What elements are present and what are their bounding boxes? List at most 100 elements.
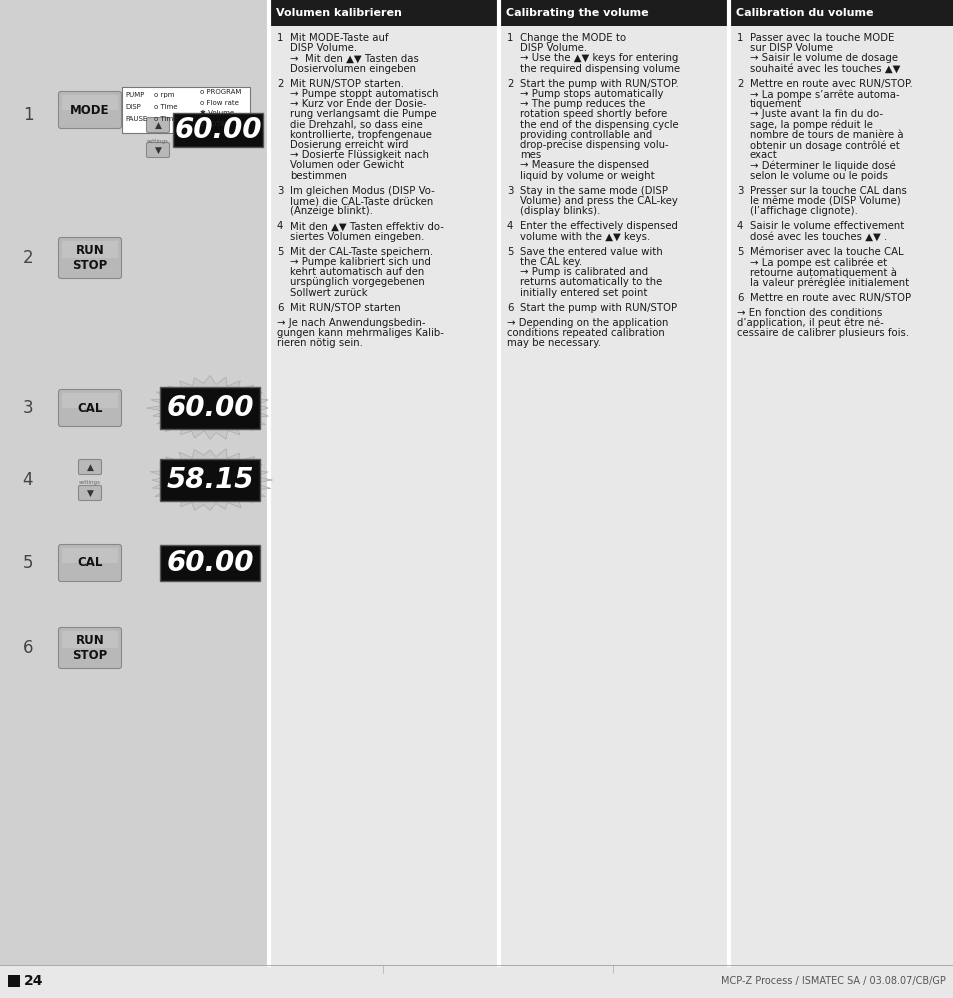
Text: ▲: ▲ [154, 121, 161, 130]
Text: nombre de tours de manière à: nombre de tours de manière à [749, 130, 902, 140]
Text: Mit MODE-Taste auf: Mit MODE-Taste auf [290, 33, 388, 43]
Text: 2: 2 [506, 79, 513, 89]
Text: 3: 3 [737, 186, 742, 196]
Text: mes: mes [519, 151, 540, 161]
Text: retourne automatiquement à: retourne automatiquement à [749, 267, 896, 277]
Text: 2: 2 [276, 79, 283, 89]
Text: rung verlangsamt die Pumpe: rung verlangsamt die Pumpe [290, 110, 436, 120]
Text: rotation speed shortly before: rotation speed shortly before [519, 110, 666, 120]
FancyBboxPatch shape [58, 545, 121, 582]
Text: Start the pump with RUN/STOP: Start the pump with RUN/STOP [519, 302, 677, 312]
Text: DISP Volume.: DISP Volume. [290, 43, 356, 53]
FancyBboxPatch shape [160, 459, 260, 501]
Text: rieren nötig sein.: rieren nötig sein. [276, 338, 362, 348]
Text: MODE: MODE [71, 104, 110, 117]
FancyBboxPatch shape [62, 393, 118, 408]
FancyBboxPatch shape [269, 0, 497, 26]
Text: sage, la pompe réduit le: sage, la pompe réduit le [749, 120, 872, 130]
FancyBboxPatch shape [172, 113, 263, 147]
Text: Mettre en route avec RUN/STOP.: Mettre en route avec RUN/STOP. [749, 79, 912, 89]
Text: 4: 4 [737, 222, 742, 232]
FancyBboxPatch shape [147, 118, 170, 133]
Text: 5: 5 [23, 554, 33, 572]
Text: Mit RUN/STOP starten: Mit RUN/STOP starten [290, 302, 400, 312]
Text: 60.00: 60.00 [174, 116, 261, 144]
Text: o PROGRAM: o PROGRAM [200, 89, 241, 95]
Text: → The pump reduces the: → The pump reduces the [519, 99, 644, 109]
Text: → Pump stops automatically: → Pump stops automatically [519, 89, 662, 99]
Text: o Time: o Time [153, 116, 177, 122]
FancyBboxPatch shape [0, 0, 268, 965]
Text: kontrollierte, tropfengenaue: kontrollierte, tropfengenaue [290, 130, 432, 140]
Text: siertes Volumen eingeben.: siertes Volumen eingeben. [290, 232, 424, 242]
Text: 5: 5 [737, 247, 742, 256]
Text: Change the MODE to: Change the MODE to [519, 33, 625, 43]
FancyBboxPatch shape [58, 389, 121, 426]
Text: kehrt automatisch auf den: kehrt automatisch auf den [290, 267, 424, 277]
Text: le même mode (DISP Volume): le même mode (DISP Volume) [749, 196, 900, 206]
FancyBboxPatch shape [160, 387, 260, 429]
Text: 5: 5 [506, 247, 513, 256]
Text: RUN
STOP: RUN STOP [72, 634, 108, 662]
FancyBboxPatch shape [62, 241, 118, 258]
Text: dosé avec les touches ▲▼ .: dosé avec les touches ▲▼ . [749, 232, 886, 242]
Text: Mettre en route avec RUN/STOP: Mettre en route avec RUN/STOP [749, 292, 910, 302]
Text: o Time: o Time [153, 104, 177, 110]
Text: gungen kann mehrmaliges Kalib-: gungen kann mehrmaliges Kalib- [276, 328, 443, 338]
Text: Calibrating the volume: Calibrating the volume [505, 8, 648, 18]
Text: → Depending on the application: → Depending on the application [506, 318, 668, 328]
FancyBboxPatch shape [147, 143, 170, 158]
Text: → La pompe est calibrée et: → La pompe est calibrée et [749, 257, 886, 267]
Text: 6: 6 [276, 302, 283, 312]
Text: 6: 6 [506, 302, 513, 312]
Text: 3: 3 [506, 186, 513, 196]
Text: Volume) and press the CAL-key: Volume) and press the CAL-key [519, 196, 678, 206]
Text: →  Mit den ▲▼ Tasten das: → Mit den ▲▼ Tasten das [290, 54, 418, 64]
Text: Save the entered value with: Save the entered value with [519, 247, 662, 256]
Text: 60.00: 60.00 [166, 549, 253, 577]
Text: selon le volume ou le poids: selon le volume ou le poids [749, 171, 887, 181]
Text: the required dispensing volume: the required dispensing volume [519, 64, 679, 74]
Text: (l’affichage clignote).: (l’affichage clignote). [749, 207, 857, 217]
Text: Mit RUN/STOP starten.: Mit RUN/STOP starten. [290, 79, 403, 89]
FancyBboxPatch shape [122, 87, 250, 133]
FancyBboxPatch shape [8, 975, 20, 987]
Text: Mit den ▲▼ Tasten effektiv do-: Mit den ▲▼ Tasten effektiv do- [290, 222, 443, 232]
Text: DISP Volume.: DISP Volume. [519, 43, 586, 53]
Text: Mit der CAL-Taste speichern.: Mit der CAL-Taste speichern. [290, 247, 433, 256]
Text: → Dosierte Flüssigkeit nach: → Dosierte Flüssigkeit nach [290, 151, 429, 161]
Text: may be necessary.: may be necessary. [506, 338, 600, 348]
Text: Dosiervolumen eingeben: Dosiervolumen eingeben [290, 64, 416, 74]
Text: ▼: ▼ [154, 146, 161, 155]
Polygon shape [147, 375, 268, 439]
Text: 6: 6 [23, 639, 33, 657]
Text: → Déterminer le liquide dosé: → Déterminer le liquide dosé [749, 161, 895, 171]
Text: 5: 5 [276, 247, 283, 256]
Text: Presser sur la touche CAL dans: Presser sur la touche CAL dans [749, 186, 906, 196]
Text: 58.15: 58.15 [166, 466, 253, 494]
Text: obtenir un dosage contrôlé et: obtenir un dosage contrôlé et [749, 140, 899, 151]
Text: → Saisir le volume de dosage: → Saisir le volume de dosage [749, 54, 897, 64]
Text: 1: 1 [276, 33, 283, 43]
Text: Volumen oder Gewicht: Volumen oder Gewicht [290, 161, 404, 171]
Text: 2: 2 [737, 79, 742, 89]
Text: 4: 4 [506, 222, 513, 232]
Text: providing controllable and: providing controllable and [519, 130, 652, 140]
Text: → Measure the dispensed: → Measure the dispensed [519, 161, 648, 171]
Text: Volumen kalibrieren: Volumen kalibrieren [275, 8, 401, 18]
Text: (Anzeige blinkt).: (Anzeige blinkt). [290, 207, 373, 217]
Text: PAUSE: PAUSE [125, 116, 147, 122]
Text: RUN
STOP: RUN STOP [72, 244, 108, 272]
Text: 4: 4 [276, 222, 283, 232]
FancyBboxPatch shape [62, 548, 118, 563]
Text: cessaire de calibrer plusieurs fois.: cessaire de calibrer plusieurs fois. [737, 328, 908, 338]
FancyBboxPatch shape [78, 459, 101, 474]
Text: tiquement: tiquement [749, 99, 801, 109]
Text: → Juste avant la fin du do-: → Juste avant la fin du do- [749, 110, 882, 120]
Text: lume) die CAL-Taste drücken: lume) die CAL-Taste drücken [290, 196, 433, 206]
FancyBboxPatch shape [58, 92, 121, 129]
Text: CAL: CAL [77, 401, 103, 414]
Text: the CAL key.: the CAL key. [519, 257, 581, 267]
FancyBboxPatch shape [62, 95, 118, 110]
Text: 2: 2 [23, 249, 33, 267]
